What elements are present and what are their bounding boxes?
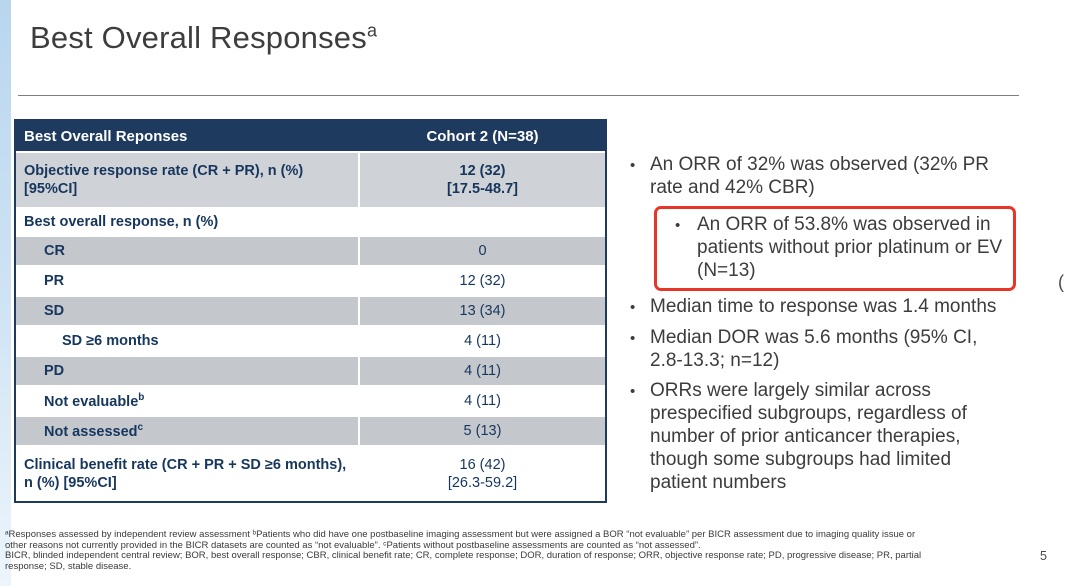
left-accent-strip <box>0 0 11 586</box>
value-line-1: 12 (32) <box>459 162 506 179</box>
row-cr: CR 0 <box>16 237 605 265</box>
footnote-line: response; SD, stable disease. <box>5 560 132 572</box>
row-clinical-benefit-rate: Clinical benefit rate (CR + PR + SD ≥6 m… <box>16 447 605 501</box>
bullet-text: An ORR of 53.8% was observed in patients… <box>697 214 1003 281</box>
title-divider <box>18 95 1019 96</box>
row-label: SD <box>16 297 358 325</box>
bullet-median-time-to-response: • Median time to response was 1.4 months <box>630 295 1006 319</box>
row-label: PR <box>16 267 358 295</box>
row-value: 4 (11) <box>360 357 605 385</box>
bullet-dot: • <box>630 157 636 174</box>
page-title-superscript: a <box>366 20 378 41</box>
bullet-dot: • <box>630 383 636 400</box>
value-line-2: [17.5-48.7] <box>447 181 518 197</box>
bullet-orr-no-prior-platinum: • An ORR of 53.8% was observed in patien… <box>675 213 1009 282</box>
summary-bullets: • An ORR of 32% was observed (32% PR rat… <box>630 153 1016 501</box>
bullet-median-dor: • Median DOR was 5.6 months (95% CI, 2.8… <box>630 326 1006 372</box>
best-overall-responses-table: Best Overall Reponses Cohort 2 (N=38) Ob… <box>14 119 607 503</box>
page-number: 5 <box>1040 549 1047 563</box>
row-value: 12 (32) <box>360 267 605 295</box>
row-value: 13 (34) <box>360 297 605 325</box>
row-label: PD <box>16 357 358 385</box>
footnotes: ᵃResponses assessed by independent revie… <box>5 529 922 572</box>
row-label-superscript: b <box>138 391 145 403</box>
row-pr: PR 12 (32) <box>16 267 605 295</box>
bullet-text: ORRs were largely similar across prespec… <box>650 380 967 493</box>
table-header-label: Best Overall Reponses <box>24 127 188 145</box>
bullet-dot: • <box>630 299 636 316</box>
value-line-1: 16 (42) <box>459 456 506 473</box>
bullet-dot: • <box>675 217 681 234</box>
row-label-text: Not assessed <box>44 423 138 440</box>
footnote-line: other reasons not currently provided in … <box>5 539 701 551</box>
row-value: 4 (11) <box>360 387 605 415</box>
page-title: Best Overall Responsesa <box>30 20 377 56</box>
footnote-line: BICR, blinded independent central review… <box>5 550 922 561</box>
row-label: CR <box>16 237 358 265</box>
row-value: 4 (11) <box>360 327 605 355</box>
row-label-text: Not evaluable <box>44 393 139 410</box>
row-label: Not evaluableb <box>16 387 358 415</box>
clipped-character: ( <box>1058 272 1064 292</box>
value-line-2: [26.3-59.2] <box>447 475 518 491</box>
row-not-evaluable: Not evaluableb 4 (11) <box>16 387 605 415</box>
bullet-text: An ORR of 32% was observed (32% PR rate … <box>650 154 989 198</box>
table-header-row: Best Overall Reponses Cohort 2 (N=38) <box>16 121 605 151</box>
row-value <box>360 209 605 235</box>
row-label: Clinical benefit rate (CR + PR + SD ≥6 m… <box>16 447 358 501</box>
row-not-assessed: Not assessedc 5 (13) <box>16 417 605 445</box>
row-value: 12 (32) [17.5-48.7] <box>360 153 605 207</box>
row-value: 0 <box>360 237 605 265</box>
bullet-text: Median time to response was 1.4 months <box>650 296 997 317</box>
row-sd: SD 13 (34) <box>16 297 605 325</box>
row-label: Best overall response, n (%) <box>16 209 358 235</box>
row-sd-6-months: SD ≥6 months 4 (11) <box>16 327 605 355</box>
footnote-line: ᵃResponses assessed by independent revie… <box>5 529 916 540</box>
row-value: 16 (42) [26.3-59.2] <box>360 447 605 501</box>
row-best-overall-response: Best overall response, n (%) <box>16 209 605 235</box>
bullet-orr-subgroups: • ORRs were largely similar across presp… <box>630 379 1006 494</box>
highlight-box: • An ORR of 53.8% was observed in patien… <box>654 206 1016 291</box>
row-value: 5 (13) <box>360 417 605 445</box>
table-header-cohort: Cohort 2 (N=38) <box>426 127 539 145</box>
bullet-dot: • <box>630 330 636 347</box>
row-label: SD ≥6 months <box>16 327 358 355</box>
row-label: Objective response rate (CR + PR), n (%)… <box>16 153 358 207</box>
bullet-orr-observed: • An ORR of 32% was observed (32% PR rat… <box>630 153 1006 199</box>
bullet-text: Median DOR was 5.6 months (95% CI, 2.8-1… <box>650 327 978 371</box>
row-label: Not assessedc <box>16 417 358 445</box>
row-objective-response-rate: Objective response rate (CR + PR), n (%)… <box>16 153 605 207</box>
row-label-superscript: c <box>137 421 144 433</box>
page-title-text: Best Overall Responses <box>30 20 367 55</box>
row-pd: PD 4 (11) <box>16 357 605 385</box>
